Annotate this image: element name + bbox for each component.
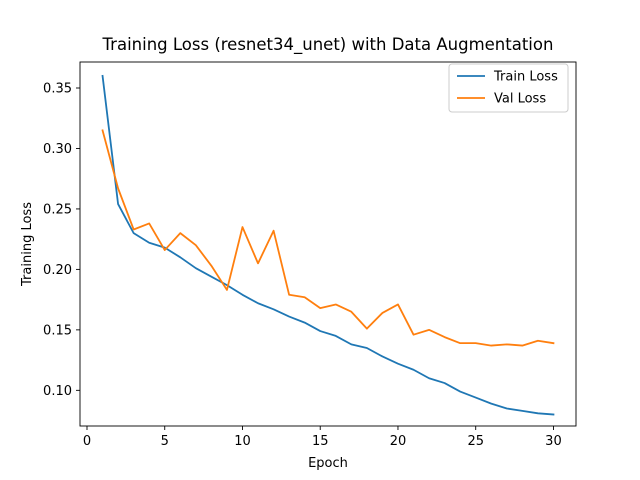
x-tick-label: 5 [161, 434, 169, 449]
y-tick-label: 0.35 [43, 82, 72, 97]
y-tick-label: 0.30 [43, 142, 72, 157]
x-tick-label: 30 [545, 434, 562, 449]
legend: Train Loss Val Loss [448, 63, 569, 113]
y-tick-label: 0.25 [43, 202, 72, 217]
series-layer [101, 74, 555, 416]
legend-label-val-loss: Val Loss [494, 92, 546, 107]
chart-title: Training Loss (resnet34_unet) with Data … [102, 35, 554, 55]
y-axis-title: Training Loss [20, 202, 35, 287]
x-axis-title: Epoch [308, 456, 348, 471]
y-tick-label: 0.15 [43, 323, 72, 338]
val-loss-line [101, 129, 555, 347]
x-tick-label: 10 [234, 434, 251, 449]
plot-frame [79, 61, 577, 427]
y-tick-label: 0.20 [43, 263, 72, 278]
x-tick-label: 15 [312, 434, 329, 449]
ticks-layer: 0 5 10 15 20 25 30 0.10 0.15 0.20 0.25 0.30 0.35 [43, 82, 562, 450]
legend-label-train-loss: Train Loss [493, 70, 558, 85]
x-tick-label: 25 [467, 434, 484, 449]
x-tick-label: 20 [390, 434, 407, 449]
y-tick-label: 0.10 [43, 384, 72, 399]
x-tick-label: 0 [83, 434, 91, 449]
train-loss-line [101, 74, 555, 416]
